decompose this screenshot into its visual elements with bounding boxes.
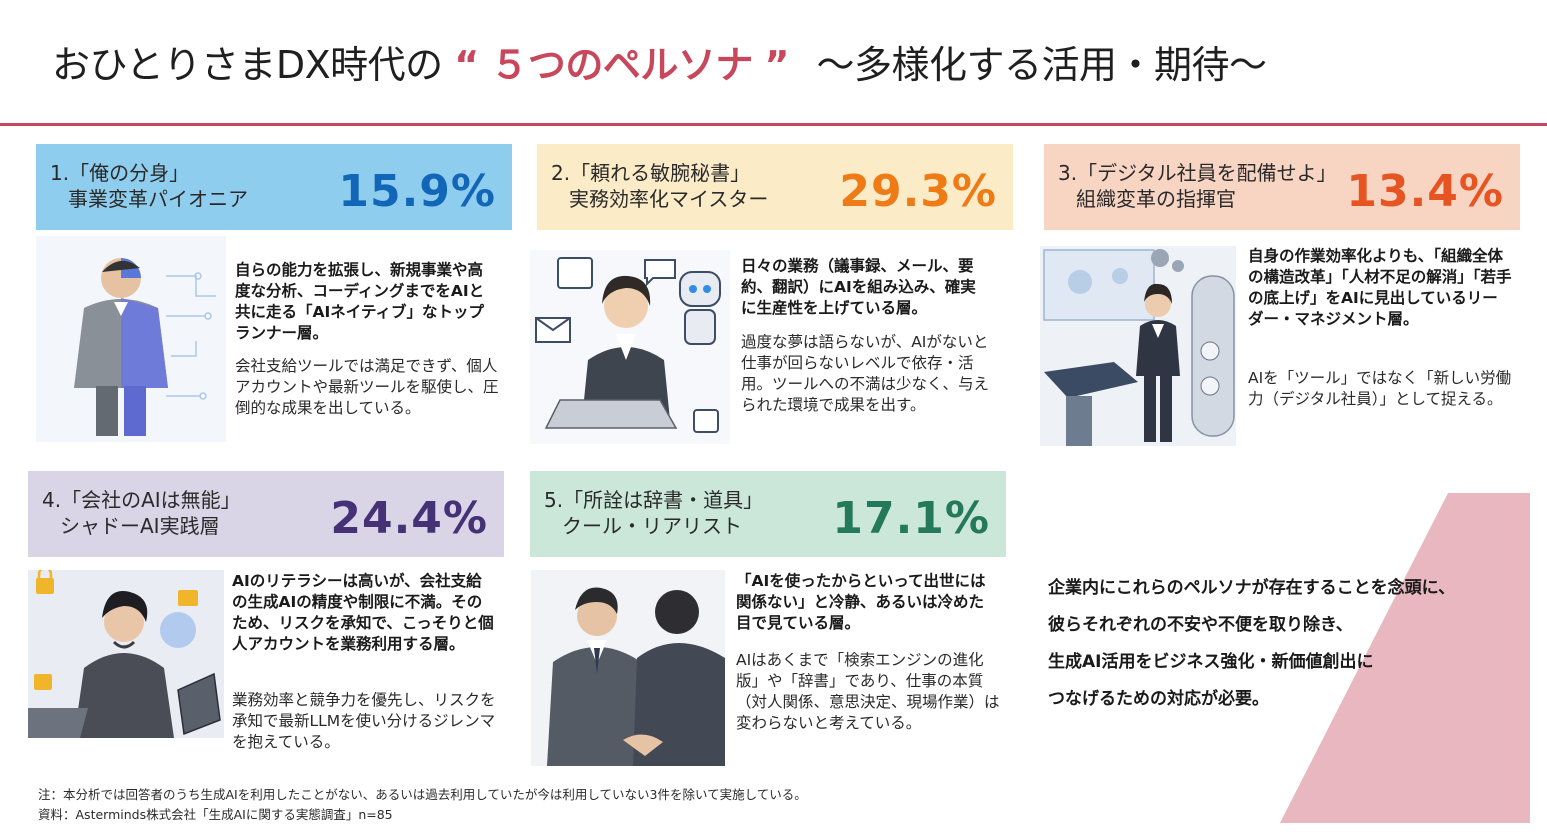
persona-4-percent: 24.4% bbox=[330, 493, 488, 544]
persona-4-header: 4.「会社のAIは無能」 シャドーAI実践層 24.4% bbox=[28, 471, 504, 557]
persona-4-heading: 4.「会社のAIは無能」 シャドーAI実践層 bbox=[42, 487, 241, 539]
persona-5-subtitle: クール・リアリスト bbox=[562, 514, 742, 538]
persona-1-illustration bbox=[36, 236, 226, 442]
persona-5-title: 5.「所詮は辞書・道具」 bbox=[544, 488, 764, 512]
persona-1-percent: 15.9% bbox=[338, 166, 496, 217]
persona-2-header: 2.「頼れる敏腕秘書」 実務効率化マイスター 29.3% bbox=[537, 144, 1013, 230]
persona-1-title: 1.「俺の分身」 bbox=[50, 161, 190, 185]
persona-2-subtitle: 実務効率化マイスター bbox=[569, 187, 769, 211]
persona-3-illustration bbox=[1040, 246, 1236, 446]
title-open-quote: “ bbox=[454, 43, 479, 87]
persona-3-header: 3.「デジタル社員を配備せよ」 組織変革の指揮官 13.4% bbox=[1044, 144, 1520, 230]
persona-1-heading: 1.「俺の分身」 事業変革パイオニア bbox=[50, 160, 248, 212]
persona-2-percent: 29.3% bbox=[839, 166, 997, 217]
persona-2-illustration bbox=[530, 250, 730, 444]
persona-5-header: 5.「所詮は辞書・道具」 クール・リアリスト 17.1% bbox=[530, 471, 1006, 557]
persona-3-heading: 3.「デジタル社員を配備せよ」 組織変革の指揮官 bbox=[1058, 160, 1337, 212]
persona-4-illustration bbox=[28, 570, 224, 738]
persona-2-body: 過度な夢は語らないが、AIがないと仕事が回らないレベルで依存・活用。ツールへの不… bbox=[741, 333, 990, 414]
source-note: 資料：Asterminds株式会社「生成AIに関する実態調査」n=85 bbox=[38, 807, 393, 822]
persona-3-subtitle: 組織変革の指揮官 bbox=[1076, 187, 1236, 211]
conclusion-line-4: つなげるための対応が必要。 bbox=[1048, 689, 1269, 709]
footnote: 注：本分析では回答者のうち生成AIを利用したことがない、あるいは過去利用していた… bbox=[38, 787, 807, 802]
persona-2-lead: 日々の業務（議事録、メール、要約、翻訳）にAIを組み込み、確実に生産性を上げてい… bbox=[741, 257, 976, 317]
conclusion-line-3: 生成AI活用をビジネス強化・新価値創出に bbox=[1048, 652, 1374, 672]
conclusion-accent-shape bbox=[1280, 493, 1530, 823]
conclusion-line-2: 彼らそれぞれの不安や不便を取り除き、 bbox=[1048, 615, 1353, 635]
persona-5-heading: 5.「所詮は辞書・道具」 クール・リアリスト bbox=[544, 487, 763, 539]
title-prefix: おひとりさまDX時代の bbox=[52, 43, 443, 87]
title-close-quote: ” bbox=[764, 43, 789, 87]
page-title: おひとりさまDX時代の “ ５つのペルソナ ” 〜多様化する活用・期待〜 bbox=[52, 34, 1267, 89]
title-suffix: 〜多様化する活用・期待〜 bbox=[816, 43, 1268, 87]
persona-4-subtitle: シャドーAI実践層 bbox=[60, 514, 220, 538]
persona-4-lead: AIのリテラシーは高いが、会社支給の生成AIの精度や制限に不満。そのため、リスク… bbox=[232, 572, 494, 653]
persona-3-title: 3.「デジタル社員を配備せよ」 bbox=[1058, 161, 1337, 185]
persona-3-body: AIを「ツール」ではなく「新しい労働力（デジタル社員）」として捉える。 bbox=[1248, 369, 1512, 408]
persona-3-percent: 13.4% bbox=[1346, 166, 1504, 217]
conclusion-text: 企業内にこれらのペルソナが存在することを念頭に、 彼らそれぞれの不安や不便を取り… bbox=[1048, 570, 1455, 718]
title-divider bbox=[0, 123, 1547, 126]
persona-5-illustration bbox=[531, 570, 725, 766]
persona-3-lead: 自身の作業効率化よりも、「組織全体の構造改革」「人材不足の解消」「若手の底上げ」… bbox=[1248, 247, 1512, 328]
persona-1-body: 会社支給ツールでは満足できず、個人アカウントや最新ツールを駆使し、圧倒的な成果を… bbox=[235, 357, 499, 417]
conclusion-line-1: 企業内にこれらのペルソナが存在することを念頭に、 bbox=[1048, 578, 1456, 598]
persona-1-subtitle: 事業変革パイオニア bbox=[68, 187, 248, 211]
persona-1-lead: 自らの能力を拡張し、新規事業や高度な分析、コーディングまでをAIと共に走る「AI… bbox=[235, 261, 485, 342]
persona-4-title: 4.「会社のAIは無能」 bbox=[42, 488, 241, 512]
title-accent: ５つのペルソナ bbox=[490, 43, 753, 87]
persona-5-percent: 17.1% bbox=[832, 493, 990, 544]
persona-4-body: 業務効率と競争力を優先し、リスクを承知で最新LLMを使い分けるジレンマを抱えてい… bbox=[232, 691, 496, 751]
persona-5-lead: 「AIを使ったからといって出世には関係ない」と冷静、あるいは冷めた目で見ている層… bbox=[736, 572, 986, 632]
persona-1-header: 1.「俺の分身」 事業変革パイオニア 15.9% bbox=[36, 144, 512, 230]
persona-2-title: 2.「頼れる敏腕秘書」 bbox=[551, 161, 751, 185]
persona-5-body: AIはあくまで「検索エンジンの進化版」や「辞書」であり、仕事の本質（対人関係、意… bbox=[736, 651, 1000, 732]
persona-2-heading: 2.「頼れる敏腕秘書」 実務効率化マイスター bbox=[551, 160, 768, 212]
